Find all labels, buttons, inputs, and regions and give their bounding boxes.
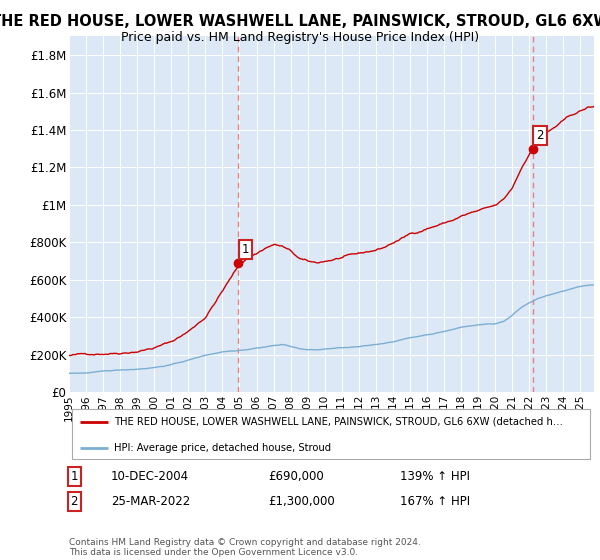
Text: 139% ↑ HPI: 139% ↑ HPI — [400, 470, 470, 483]
Text: Contains HM Land Registry data © Crown copyright and database right 2024.
This d: Contains HM Land Registry data © Crown c… — [69, 538, 421, 557]
Text: THE RED HOUSE, LOWER WASHWELL LANE, PAINSWICK, STROUD, GL6 6XW: THE RED HOUSE, LOWER WASHWELL LANE, PAIN… — [0, 14, 600, 29]
Text: 25-MAR-2022: 25-MAR-2022 — [111, 496, 190, 508]
Text: HPI: Average price, detached house, Stroud: HPI: Average price, detached house, Stro… — [113, 443, 331, 453]
Text: £690,000: £690,000 — [269, 470, 324, 483]
Text: THE RED HOUSE, LOWER WASHWELL LANE, PAINSWICK, STROUD, GL6 6XW (detached h…: THE RED HOUSE, LOWER WASHWELL LANE, PAIN… — [113, 417, 563, 427]
FancyBboxPatch shape — [71, 409, 590, 459]
Text: £1,300,000: £1,300,000 — [269, 496, 335, 508]
Text: 10-DEC-2004: 10-DEC-2004 — [111, 470, 189, 483]
Text: 2: 2 — [71, 496, 78, 508]
Text: Price paid vs. HM Land Registry's House Price Index (HPI): Price paid vs. HM Land Registry's House … — [121, 31, 479, 44]
Text: 167% ↑ HPI: 167% ↑ HPI — [400, 496, 470, 508]
Text: 2: 2 — [536, 129, 544, 142]
Text: 1: 1 — [71, 470, 78, 483]
Text: 1: 1 — [241, 243, 249, 256]
